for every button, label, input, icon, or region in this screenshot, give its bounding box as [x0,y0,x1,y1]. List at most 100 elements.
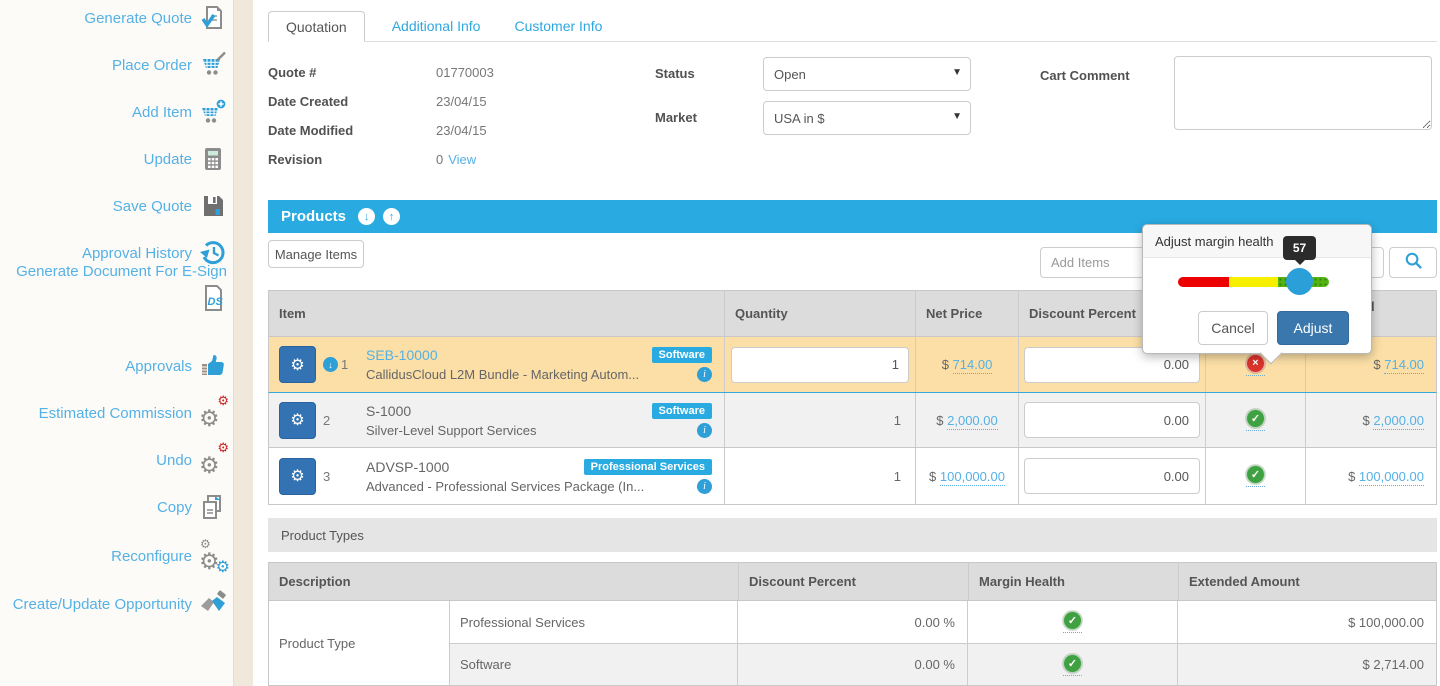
status-select-wrap: Open ▼ [763,57,971,91]
quote-number-value: 01770003 [436,65,494,80]
sidebar-item-copy[interactable]: Copy [157,493,227,521]
sidebar-item-approvals[interactable]: Approvals [125,352,227,380]
row-number: 2 [323,412,331,428]
handshake-icon [199,590,227,618]
type-discount: 0.00 % [738,601,968,643]
thumbs-up-icon [199,352,227,380]
discount-percent-input[interactable] [1024,402,1200,438]
collapse-up-icon[interactable]: ↑ [383,208,401,225]
info-icon[interactable]: i [697,422,712,438]
quote-number-label: Quote # [268,65,317,80]
row-number: 3 [323,468,331,484]
sidebar-item-undo[interactable]: Undo ⚙ ⚙ [156,440,229,478]
product-types-table-header: Description Discount Percent Margin Heal… [269,563,1436,601]
slider-red-zone [1178,277,1229,287]
column-header-quantity: Quantity [725,291,916,336]
type-extended-amount: $ 100,000.00 [1348,614,1424,630]
tab-quotation[interactable]: Quotation [268,11,365,42]
net-price-link[interactable]: 100,000.00 [939,468,1005,486]
cart-check-icon [199,51,227,79]
market-label: Market [655,110,697,125]
sidebar-item-approval-history[interactable]: Approval History [82,239,227,267]
sidebar-item-label: Undo [156,451,192,469]
sidebar-item-label: Create/Update Opportunity [12,595,192,613]
slider-yellow-zone [1229,277,1278,287]
market-select-wrap: USA in $ ▼ [763,101,971,135]
info-icon[interactable]: i [697,367,712,382]
tab-customer-info[interactable]: Customer Info [514,18,603,34]
cart-comment-input[interactable] [1174,56,1432,130]
margin-health-ok-icon[interactable]: ✓ [1063,611,1082,633]
product-types-section-header: Product Types [268,518,1437,552]
sidebar-item-label: Generate Quote [84,9,192,27]
row-settings-button[interactable]: ⚙ [279,401,316,439]
revision-view-link[interactable]: View [448,152,477,167]
date-created-label: Date Created [268,94,349,109]
slider-handle[interactable] [1286,268,1313,295]
revision-value: 0 [436,152,444,167]
tab-additional-info[interactable]: Additional Info [391,18,481,34]
net-price-link[interactable]: 714.00 [952,357,993,374]
sidebar-item-place-order[interactable]: Place Order [112,51,227,79]
column-header-description: Description [269,563,739,600]
sidebar-item-reconfigure[interactable]: Reconfigure ⚙ ⚙ ⚙ [111,538,230,576]
margin-health-ok-icon[interactable]: ✓ [1246,409,1265,431]
table-row: Professional Services 0.00 % ✓ $ 100,000… [450,601,1436,643]
products-title: Products [281,208,347,225]
product-type-badge: Software [651,347,712,363]
cancel-button[interactable]: Cancel [1198,311,1268,345]
item-description: Silver-Level Support Services [366,422,537,438]
currency-symbol: $ [1362,412,1370,428]
adjust-margin-health-popup: Adjust margin health 57 Cancel Adjust [1142,224,1372,354]
sidebar-item-label: Estimated Commission [38,404,192,422]
margin-health-ok-icon[interactable]: ✓ [1246,465,1265,487]
net-price-link[interactable]: 2,000.00 [947,412,998,430]
sidebar-item-estimated-commission[interactable]: Estimated Commission ⚙ ⚙ [38,393,229,431]
move-down-icon[interactable]: ↓ [323,357,338,372]
adjust-button[interactable]: Adjust [1277,311,1349,345]
extended-amount-link[interactable]: 100,000.00 [1358,468,1424,486]
collapse-down-icon[interactable]: ↓ [358,208,376,225]
info-icon[interactable]: i [697,478,712,494]
extended-amount-link[interactable]: 714.00 [1384,357,1424,374]
sidebar-item-label: Generate Document For E-Sign [16,263,227,280]
commission-gears-icon: ⚙ ⚙ [199,393,229,431]
document-check-icon [199,4,227,32]
type-discount: 0.00 % [738,644,968,685]
sidebar-item-update[interactable]: Update [144,145,227,173]
product-types-title: Product Types [281,527,364,543]
item-code-link[interactable]: SEB-10000 [366,347,438,363]
discount-percent-input[interactable] [1024,458,1200,494]
sidebar-item-label: Place Order [111,56,192,74]
margin-health-ok-icon[interactable]: ✓ [1063,653,1082,676]
row-settings-button[interactable]: ⚙ [279,457,316,495]
sidebar-item-generate-document-esign[interactable]: Generate Document For E-Sign DS [16,263,227,312]
esign-document-icon: DS [199,284,227,312]
undo-gears-icon: ⚙ ⚙ [199,440,229,478]
date-created-value: 23/04/15 [436,94,487,109]
search-button[interactable] [1389,247,1437,278]
market-select[interactable]: USA in $ [763,101,971,135]
status-select[interactable]: Open [763,57,971,91]
table-row: Software 0.00 % ✓ $ 2,714.00 [450,643,1436,685]
sidebar-item-label: Approval History [81,244,192,262]
type-description: Professional Services [450,601,738,643]
quantity-input[interactable] [731,346,909,383]
item-code: S-1000 [366,402,412,419]
sidebar-item-label: Copy [156,498,192,516]
quote-tabs: Quotation Additional Info Customer Info [268,11,1437,42]
currency-symbol: $ [929,468,937,484]
currency-symbol: $ [941,357,949,372]
sidebar-item-add-item[interactable]: Add Item [132,98,227,126]
product-type-group-label: Product Type [269,601,450,685]
sidebar-item-generate-quote[interactable]: Generate Quote [84,4,227,32]
cart-comment-label: Cart Comment [1040,68,1130,83]
sidebar-item-create-update-opportunity[interactable]: Create/Update Opportunity [13,590,227,618]
calculator-icon [199,145,227,173]
sidebar-item-save-quote[interactable]: Save Quote [113,192,227,220]
row-settings-button[interactable]: ⚙ [279,346,316,383]
manage-items-button[interactable]: Manage Items [268,240,364,268]
extended-amount-link[interactable]: 2,000.00 [1373,412,1424,430]
products-table: Item Quantity Net Price Discount Percent… [268,290,1437,505]
margin-health-alert-icon[interactable]: × [1246,353,1265,376]
